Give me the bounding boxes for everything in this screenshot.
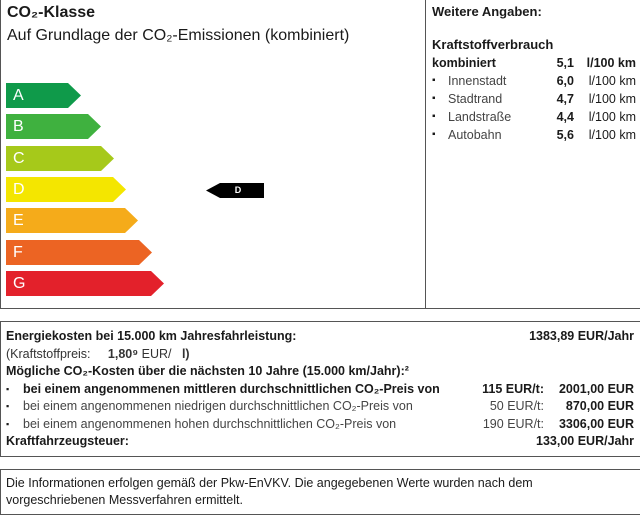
current-class-indicator: D bbox=[206, 183, 264, 198]
consumption-value: 5,1 bbox=[556, 56, 574, 70]
co2-class-bar-g: G bbox=[6, 271, 164, 296]
co2-price: 115 EUR/t: bbox=[482, 381, 544, 396]
co2-class-subtitle: Auf Grundlage der CO₂-Emissionen (kombin… bbox=[7, 27, 350, 44]
energy-cost-value: 1383,89 EUR/Jahr bbox=[529, 329, 634, 343]
co2-class-bar-d: D bbox=[6, 177, 126, 202]
fuel-price-value: 1,80⁹ bbox=[107, 346, 139, 361]
consumption-unit: l/100 km bbox=[586, 56, 636, 70]
consumption-unit: l/100 km bbox=[588, 92, 636, 106]
co2-class-bar-a: A bbox=[6, 83, 81, 108]
fuel-price-unit-suffix: l) bbox=[181, 346, 190, 361]
fuel-consumption-heading: Kraftstoffverbrauch bbox=[432, 37, 554, 52]
bullet-icon: ▪ bbox=[6, 418, 10, 429]
consumption-label: Autobahn bbox=[448, 128, 502, 142]
costs-panel: Energiekosten bei 15.000 km Jahresfahrle… bbox=[0, 321, 640, 457]
co2-class-panel: CO₂-Klasse Auf Grundlage der CO₂-Emissio… bbox=[0, 0, 426, 309]
co2-cost-heading: Mögliche CO₂-Kosten über die nächsten 10… bbox=[6, 364, 409, 378]
co2-price: 190 EUR/t: bbox=[482, 416, 544, 431]
consumption-value: 4,7 bbox=[556, 92, 574, 106]
co2-cost-item: ▪ bei einem angenommenen hohen durchschni… bbox=[6, 416, 634, 434]
consumption-row: kombiniert 5,1 l/100 km bbox=[432, 54, 636, 72]
footer-note-panel: Die Informationen erfolgen gemäß der Pkw… bbox=[0, 468, 640, 515]
tax-value: 133,00 EUR/Jahr bbox=[536, 434, 634, 448]
consumption-value: 4,4 bbox=[556, 110, 574, 124]
bullet-icon: ▪ bbox=[432, 129, 436, 140]
consumption-unit: l/100 km bbox=[588, 128, 636, 142]
co2-cost-label: bei einem angenommenen mittleren durchsc… bbox=[23, 381, 440, 396]
consumption-row: ▪ Landstraße 4,4 l/100 km bbox=[432, 108, 636, 126]
further-info-title: Weitere Angaben: bbox=[432, 4, 542, 19]
co2-cost-value: 2001,00 EUR bbox=[558, 381, 634, 396]
co2-class-bar-e: E bbox=[6, 208, 138, 233]
consumption-row: ▪ Autobahn 5,6 l/100 km bbox=[432, 126, 636, 144]
bullet-icon: ▪ bbox=[432, 75, 436, 86]
co2-cost-list: ▪ bei einem angenommenen mittleren durchs… bbox=[6, 381, 634, 434]
co2-class-bar-b: B bbox=[6, 114, 101, 139]
consumption-value: 6,0 bbox=[556, 74, 574, 88]
fuel-price-unit: EUR/ bbox=[141, 346, 172, 361]
consumption-unit: l/100 km bbox=[588, 74, 636, 88]
consumption-value: 5,6 bbox=[556, 128, 574, 142]
consumption-row: ▪ Stadtrand 4,7 l/100 km bbox=[432, 90, 636, 108]
co2-cost-value: 870,00 EUR bbox=[565, 399, 634, 413]
consumption-label: Stadtrand bbox=[448, 92, 503, 106]
lower-section: Energiekosten bei 15.000 km Jahresfahrle… bbox=[0, 321, 640, 515]
consumption-label: Landstraße bbox=[448, 110, 512, 124]
fuel-price-label: (Kraftstoffpreis: bbox=[6, 346, 91, 361]
co2-cost-item: ▪ bei einem angenommenen niedrigen durchs… bbox=[6, 398, 634, 416]
consumption-table: kombiniert 5,1 l/100 km ▪ Innenstadt 6,0 l/100… bbox=[432, 54, 636, 144]
bullet-icon: ▪ bbox=[6, 383, 10, 394]
tax-label: Kraftfahrzeugsteuer: bbox=[6, 434, 129, 448]
fuel-price: (Kraftstoffpreis: 1,80⁹ EUR/ l) bbox=[6, 346, 634, 364]
consumption-label: Innenstadt bbox=[448, 74, 507, 88]
consumption-unit: l/100 km bbox=[588, 110, 636, 124]
consumption-row: ▪ Innenstadt 6,0 l/100 km bbox=[432, 72, 636, 90]
consumption-label: kombiniert bbox=[432, 56, 496, 70]
co2-price: 50 EUR/t: bbox=[489, 399, 544, 413]
co2-cost-label: bei einem angenommenen hohen durchschnit… bbox=[23, 416, 397, 431]
co2-class-title: CO₂-Klasse bbox=[7, 4, 96, 21]
co2-cost-label: bei einem angenommenen niedrigen durchsc… bbox=[23, 399, 413, 413]
further-info-panel: Weitere Angaben: Kraftstoffverbrauch kom… bbox=[425, 0, 640, 309]
bullet-icon: ▪ bbox=[6, 401, 10, 411]
energy-cost-label: Energiekosten bei 15.000 km Jahresfahrle… bbox=[6, 329, 297, 343]
co2-class-bar-c: C bbox=[6, 146, 114, 171]
co2-class-bar-f: F bbox=[6, 240, 152, 265]
co2-cost-value: 3306,00 EUR bbox=[558, 416, 634, 431]
co2-cost-item: ▪ bei einem angenommenen mittleren durchs… bbox=[6, 381, 634, 399]
bullet-icon: ▪ bbox=[432, 111, 436, 122]
bullet-icon: ▪ bbox=[432, 93, 436, 104]
